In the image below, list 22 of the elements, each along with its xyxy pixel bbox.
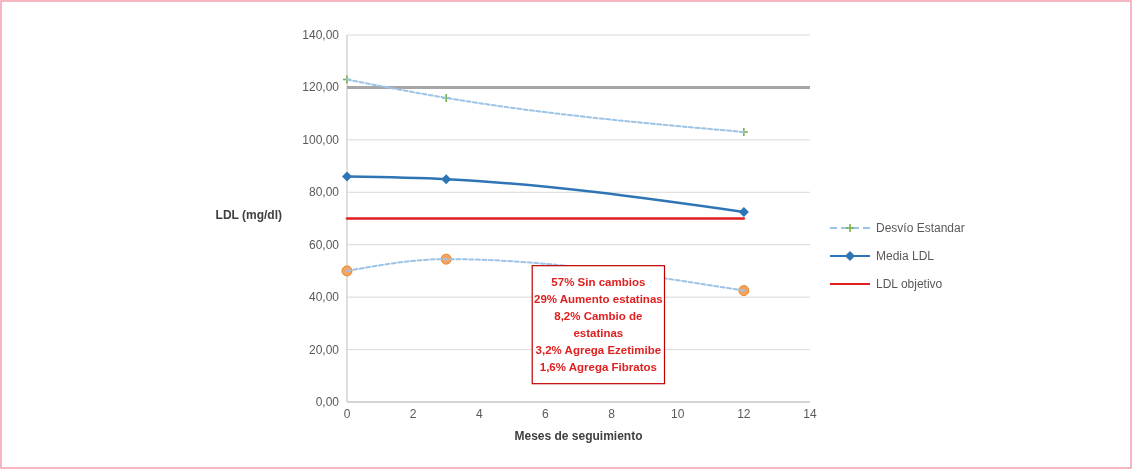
x-tick-label: 4 [475,407,483,421]
x-tick-label: 12 [737,407,751,421]
y-tick-label: 0,00 [315,395,340,409]
y-axis-title: LDL (mg/dl) [215,207,282,222]
y-tick-label: 120,00 [302,80,340,95]
y-tick-label: 40,00 [308,290,340,305]
x-axis-title: Meses de seguimiento [514,429,643,443]
legend-label: LDL objetivo [876,277,943,291]
x-tick-label: 0 [343,407,351,421]
x-tick-label: 14 [803,407,817,421]
y-tick-label: 100,00 [302,132,340,147]
legend-label: Media LDL [876,249,935,263]
x-tick-label: 10 [671,407,685,421]
annotation: 57% Sin cambios 29% Aumento estatinas 8,2% Cambio de estatinas 3,2% Agrega Ezetimibe 1,6% Agrega Fibratos [534,275,663,373]
legend-label: Desvío Estandar [876,221,965,235]
x-tick-label: 8 [608,407,616,421]
y-tick-label: 20,00 [308,342,340,357]
y-tick-label: 80,00 [308,185,340,200]
x-tick-label: 6 [542,407,550,421]
x-tick-label: 2 [409,407,417,421]
y-tick-label: 140,00 [302,28,340,42]
y-tick-label: 60,00 [308,237,340,252]
